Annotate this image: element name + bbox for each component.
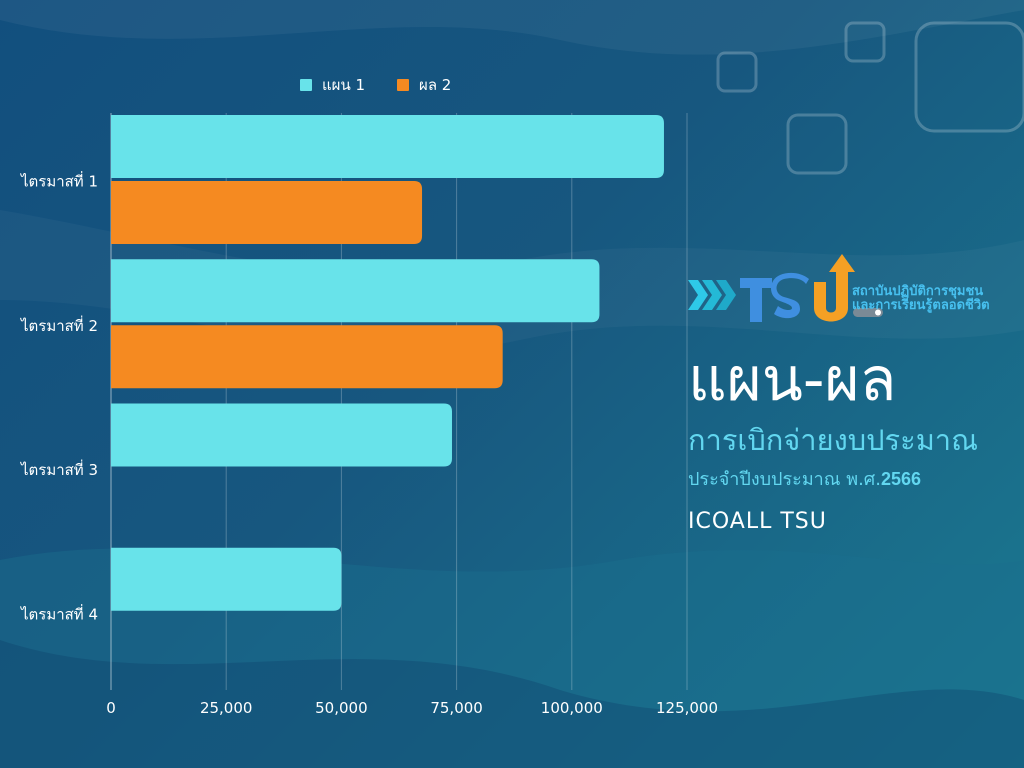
bar [111, 325, 503, 389]
x-tick-label: 100,000 [541, 699, 603, 717]
bar [111, 259, 600, 323]
x-tick-label: 75,000 [430, 699, 483, 717]
tsu-logo [688, 254, 883, 322]
legend-swatch-result [397, 79, 410, 91]
x-tick-label: 0 [106, 699, 116, 717]
bar [111, 115, 664, 178]
logo-text-line2: และการเรียนรู้ตลอดชีวิต [852, 298, 990, 313]
y-category-label: ไตรมาสที่ 2 [20, 315, 98, 335]
y-category-label: ไตรมาสที่ 1 [20, 171, 98, 191]
chart-legend: แผน 1 ผล 2 [300, 73, 451, 97]
bar [111, 403, 452, 467]
legend-item-plan: แผน 1 [300, 73, 365, 97]
logo-text-line1: สถาบันปฏิบัติการชุมชน [852, 284, 984, 299]
y-category-label: ไตรมาสที่ 4 [20, 603, 98, 623]
fiscal-year-line: ประจำปีงบประมาณ พ.ศ.2566 [688, 466, 921, 493]
bar [111, 181, 423, 244]
bar [111, 547, 342, 611]
legend-label-result: ผล 2 [419, 76, 452, 94]
x-tick-label: 50,000 [315, 699, 368, 717]
y-category-label: ไตรมาสที่ 3 [20, 459, 98, 479]
legend-swatch-plan [300, 79, 312, 91]
x-tick-label: 125,000 [656, 699, 718, 717]
legend-label-plan: แผน 1 [322, 76, 366, 94]
org-name: ICOALL TSU [688, 509, 827, 534]
subtitle: การเบิกจ่ายงบประมาณ [688, 423, 978, 457]
headline: แผน-ผล [688, 345, 897, 415]
x-tick-label: 25,000 [200, 699, 253, 717]
legend-item-result: ผล 2 [397, 73, 451, 97]
fiscal-year: 2566 [880, 469, 921, 489]
fiscal-prefix: ประจำปีงบประมาณ พ.ศ. [688, 469, 881, 490]
